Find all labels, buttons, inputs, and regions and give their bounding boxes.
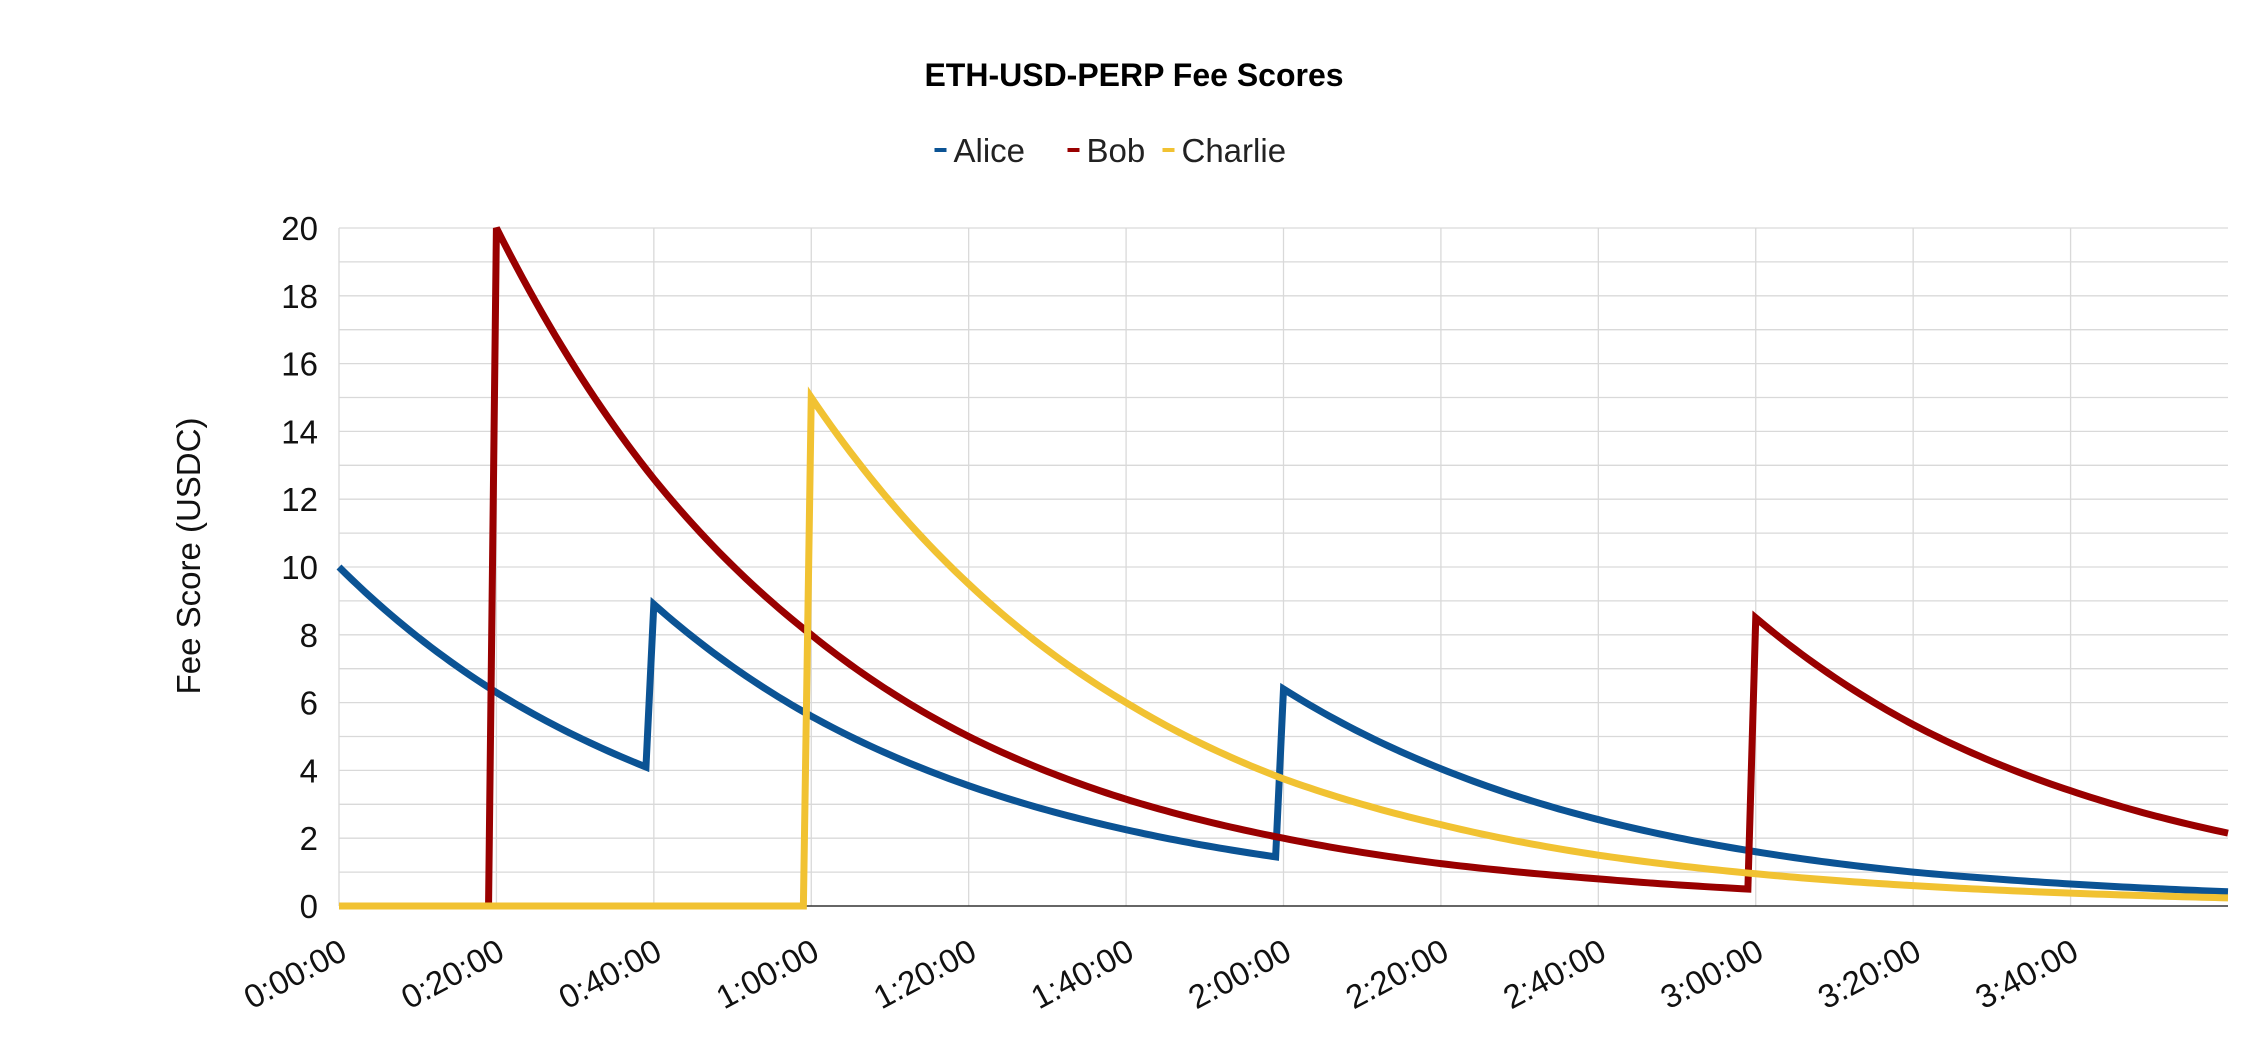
legend-label-alice: Alice <box>954 132 1026 169</box>
y-tick-label: 18 <box>281 278 318 315</box>
x-tick-label: 0:20:00 <box>395 932 510 1016</box>
x-tick-label: 0:40:00 <box>553 932 668 1016</box>
x-tick-label: 1:20:00 <box>867 932 982 1016</box>
x-tick-label: 3:20:00 <box>1812 932 1927 1016</box>
series-line-bob <box>339 226 2229 910</box>
series-line-charlie <box>339 386 2229 910</box>
y-tick-label: 14 <box>281 413 318 450</box>
x-tick-label: 3:40:00 <box>1969 932 2084 1016</box>
y-tick-label: 10 <box>281 549 318 586</box>
y-tick-label: 4 <box>300 752 318 789</box>
y-tick-label: 8 <box>300 617 318 654</box>
y-tick-label: 2 <box>300 820 318 857</box>
y-tick-label: 0 <box>300 888 318 925</box>
y-tick-label: 12 <box>281 481 318 518</box>
x-tick-label: 2:00:00 <box>1182 932 1297 1016</box>
y-tick-label: 16 <box>281 346 318 383</box>
y-tick-label: 6 <box>300 685 318 722</box>
y-axis-label: Fee Score (USDC) <box>170 418 207 695</box>
x-tick-label: 2:20:00 <box>1340 932 1455 1016</box>
legend-label-bob: Bob <box>1087 132 1146 169</box>
chart-title: ETH-USD-PERP Fee Scores <box>924 57 1343 93</box>
legend: Alice Bob Charlie <box>934 132 1287 169</box>
x-tick-label: 1:00:00 <box>710 932 825 1016</box>
x-tick-label: 0:00:00 <box>238 932 353 1016</box>
x-tick-labels: 0:00:00 0:20:00 0:40:00 1:00:00 1:20:00 1:40:… <box>238 932 2084 1016</box>
x-tick-label: 3:00:00 <box>1654 932 1769 1016</box>
legend-label-charlie: Charlie <box>1182 132 1287 169</box>
series-line-alice <box>336 564 2229 896</box>
grid-lines <box>338 227 2228 906</box>
series-layer <box>336 226 2229 910</box>
y-tick-label: 20 <box>281 210 318 247</box>
x-tick-label: 2:40:00 <box>1497 932 1612 1016</box>
y-tick-labels: 0 2 4 6 8 10 12 14 16 18 20 <box>281 210 318 925</box>
x-tick-label: 1:40:00 <box>1025 932 1140 1016</box>
